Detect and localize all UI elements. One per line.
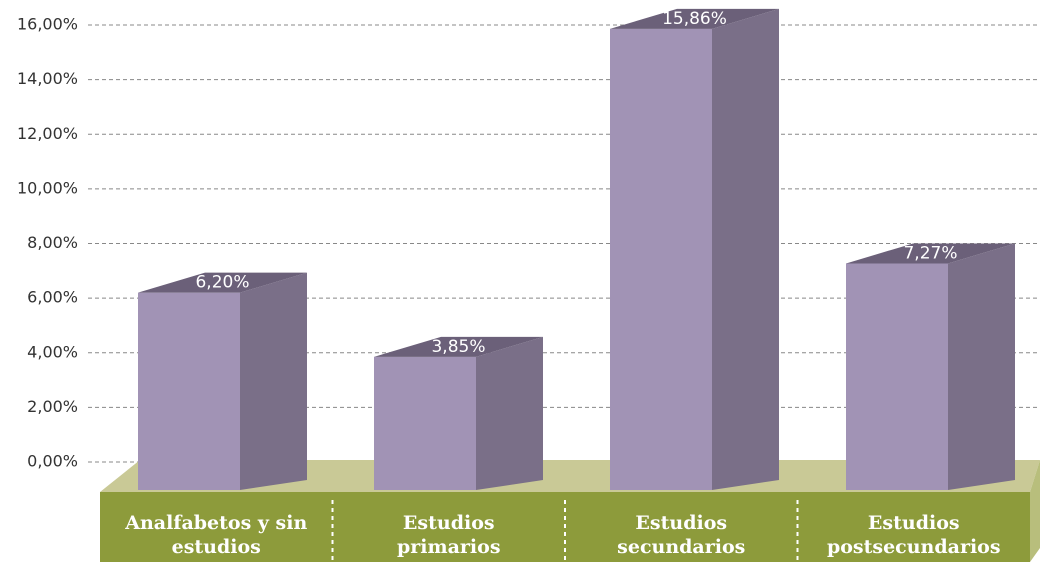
y-tick-label: 14,00% bbox=[17, 69, 78, 88]
value-label: 6,20% bbox=[195, 273, 249, 293]
y-tick-label: 10,00% bbox=[17, 178, 78, 197]
y-tick-label: 16,00% bbox=[17, 15, 78, 34]
bar-top bbox=[610, 8, 779, 29]
y-tick-label: 2,00% bbox=[27, 397, 78, 416]
y-tick-label: 0,00% bbox=[27, 452, 78, 471]
x-tick-label: Estudios postsecundarios bbox=[826, 512, 1001, 558]
value-label: 7,27% bbox=[903, 243, 957, 263]
y-tick-label: 12,00% bbox=[17, 124, 78, 143]
bar-top bbox=[846, 243, 1015, 264]
bar bbox=[610, 28, 712, 490]
bar bbox=[138, 292, 240, 490]
x-tick-label: Analfabetos y sin estudios bbox=[125, 512, 308, 558]
y-tick-label: 4,00% bbox=[27, 342, 78, 361]
x-tick-label: Estudios primarios bbox=[396, 512, 501, 558]
floor-side bbox=[1030, 460, 1040, 562]
bar bbox=[374, 356, 476, 490]
bar-side bbox=[712, 8, 779, 490]
bar bbox=[846, 263, 948, 490]
bar-top bbox=[374, 336, 543, 357]
y-tick-label: 6,00% bbox=[27, 288, 78, 307]
y-tick-label: 8,00% bbox=[27, 233, 78, 252]
floor-top bbox=[100, 460, 1040, 492]
x-tick-label: Estudios secundarios bbox=[617, 512, 746, 558]
bar-side bbox=[240, 272, 307, 490]
value-label: 15,86% bbox=[662, 9, 727, 29]
bar-top bbox=[138, 272, 307, 293]
bar-side bbox=[948, 243, 1015, 490]
value-label: 3,85% bbox=[431, 337, 485, 357]
bar-side bbox=[476, 336, 543, 490]
